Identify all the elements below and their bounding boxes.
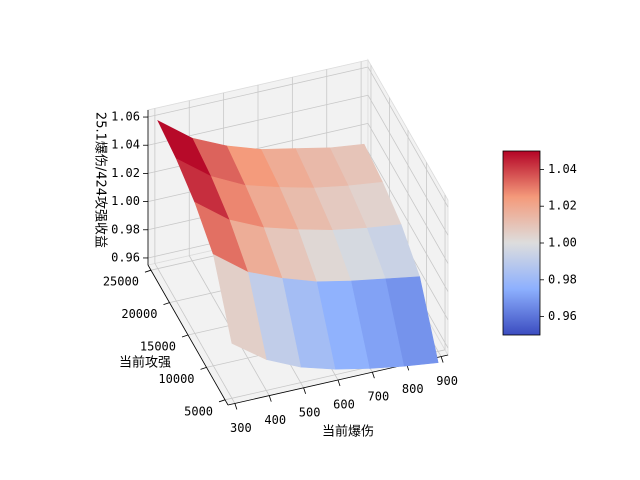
colorbar-tick-label: 1.00 <box>548 236 577 250</box>
x-tick-label: 300 <box>230 421 252 435</box>
grid-line <box>367 151 449 292</box>
grid-line <box>367 66 449 208</box>
colorbar-tick-label: 1.04 <box>548 162 577 176</box>
z-tick-label: 0.98 <box>111 222 140 236</box>
tick-mark <box>234 403 238 410</box>
x-tick-label: 800 <box>402 382 424 396</box>
z-tick-label: 0.96 <box>111 250 140 264</box>
surface-patch <box>212 253 267 360</box>
colorbar-tick-label: 0.98 <box>548 272 577 286</box>
z-tick-label: 1.02 <box>111 166 140 180</box>
z-tick-label: 1.04 <box>111 138 140 152</box>
tick-mark <box>371 372 375 379</box>
z-tick-label: 1.00 <box>111 194 140 208</box>
grid-line <box>147 66 369 118</box>
colorbar <box>502 150 541 336</box>
y-tick-label: 20000 <box>121 307 157 321</box>
z-tick-label: 1.06 <box>111 110 140 124</box>
y-tick-label: 5000 <box>184 404 213 418</box>
y-tick-label: 15000 <box>140 340 176 354</box>
y-axis-label: 当前攻强 <box>119 355 171 371</box>
tick-mark <box>181 334 189 338</box>
tick-mark <box>144 269 152 273</box>
tick-mark <box>200 367 207 370</box>
axis-line <box>147 264 229 406</box>
tick-mark <box>218 399 226 403</box>
tick-mark <box>163 302 170 305</box>
y-tick-label: 10000 <box>158 372 194 386</box>
colorbar-tick-label: 0.96 <box>548 309 577 323</box>
x-axis-label: 当前爆伤 <box>322 424 374 440</box>
x-tick-label: 900 <box>436 374 458 388</box>
tick-mark <box>337 379 341 387</box>
tick-mark <box>268 395 272 402</box>
colorbar-tick-label: 1.02 <box>548 199 577 213</box>
x-tick-label: 600 <box>333 398 355 412</box>
z-axis-label: 25.1爆伤/424攻强收益 <box>93 112 108 248</box>
grid-line <box>367 95 449 236</box>
x-tick-label: 400 <box>264 413 286 427</box>
x-tick-label: 700 <box>368 390 390 404</box>
tick-mark <box>303 387 307 394</box>
y-tick-label: 25000 <box>103 275 139 289</box>
grid-line <box>367 123 449 264</box>
tick-mark <box>440 356 444 363</box>
x-tick-label: 500 <box>299 405 321 419</box>
